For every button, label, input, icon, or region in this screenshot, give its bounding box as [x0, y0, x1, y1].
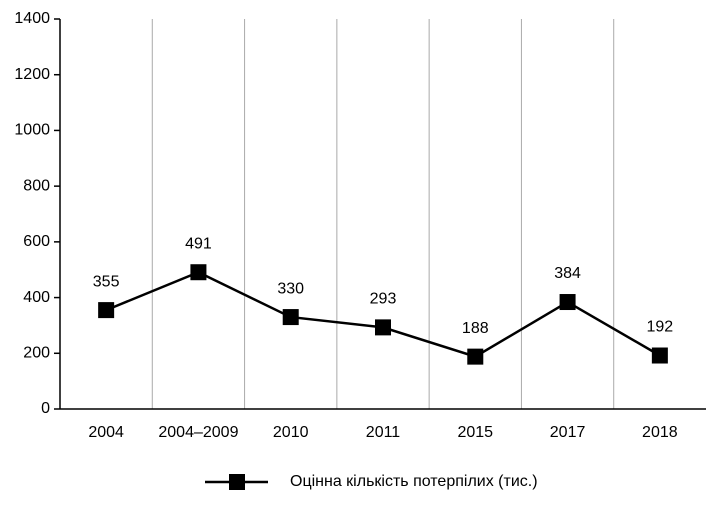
x-tick-label: 2004–2009 [158, 424, 238, 441]
marker [375, 319, 391, 336]
y-tick-label: 1200 [14, 66, 50, 83]
marker [559, 294, 576, 311]
x-tick-label: 2011 [366, 424, 401, 441]
x-tick-label: 2015 [457, 424, 493, 441]
legend-label: Оцінна кількість потерпілих (тис.) [290, 473, 538, 490]
y-tick-label: 600 [23, 233, 50, 250]
data-label: 192 [647, 319, 674, 336]
data-label: 293 [370, 291, 397, 308]
y-tick-label: 1000 [14, 122, 50, 139]
marker [651, 347, 668, 364]
data-label: 330 [277, 280, 304, 297]
legend-marker [229, 474, 245, 490]
series-line [105, 270, 661, 358]
data-label: 355 [93, 273, 120, 290]
x-tick-label: 2010 [273, 424, 309, 441]
x-tick-label: 2018 [642, 424, 678, 441]
y-tick-label: 200 [23, 345, 50, 362]
data-label: 188 [462, 320, 489, 337]
y-tick-label: 1400 [14, 10, 50, 27]
x-tick-label: 2017 [550, 424, 586, 441]
marker [467, 348, 484, 365]
marker [282, 309, 299, 326]
y-tick-label: 0 [41, 400, 50, 417]
data-label: 491 [185, 235, 212, 252]
x-tick-label: 2004 [88, 424, 124, 441]
y-tick-label: 800 [23, 177, 50, 194]
marker [98, 302, 115, 319]
data-label: 384 [554, 265, 581, 282]
marker [190, 264, 207, 281]
y-tick-label: 400 [23, 289, 50, 306]
